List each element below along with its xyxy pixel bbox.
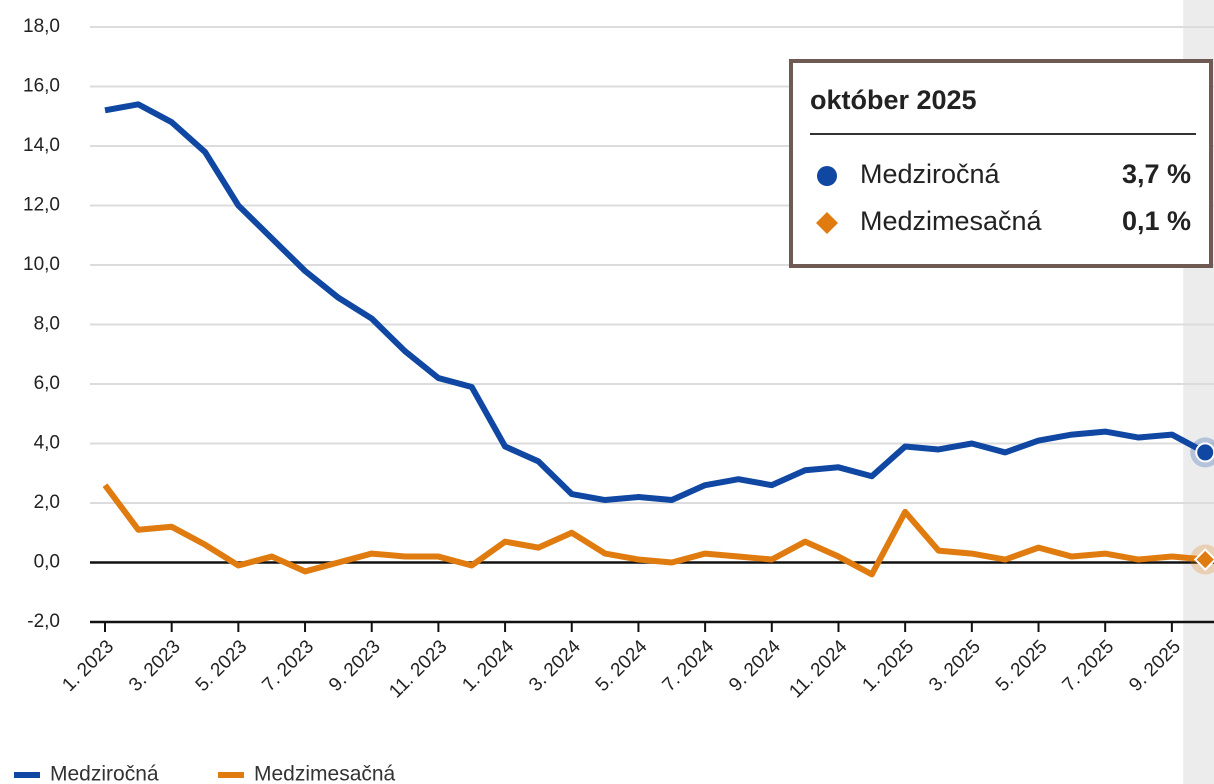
tooltip-series-name: Medzimesačná: [860, 206, 1043, 236]
x-tick-label: 3. 2025: [925, 636, 985, 696]
y-tick-label: 2,0: [34, 492, 60, 513]
legend-label: Medzimesačná: [254, 763, 396, 784]
x-tick-label: 1. 2024: [458, 636, 518, 696]
x-tick-label: 9. 2023: [325, 636, 385, 696]
tooltip-series-name: Medziročná: [860, 159, 1001, 189]
y-tick-label: 8,0: [34, 314, 60, 335]
y-tick-label: -2,0: [27, 611, 60, 632]
x-tick-label: 3. 2024: [525, 636, 585, 696]
series-line: [102, 483, 1206, 578]
hover-marker: [1195, 442, 1214, 463]
series-line: [104, 101, 1207, 504]
tooltip-title: október 2025: [810, 85, 977, 115]
x-tick-label: 1. 2025: [859, 636, 919, 696]
x-tick-label: 11. 2024: [785, 636, 851, 702]
tooltip-value: 0,1 %: [1122, 206, 1191, 236]
tooltip-symbol: [817, 166, 837, 186]
tooltip-box: [789, 59, 1213, 268]
x-tick-label: 7. 2025: [1059, 636, 1119, 696]
tooltip-symbol: [816, 212, 838, 234]
y-tick-label: 16,0: [23, 76, 60, 97]
x-tick-label: 5. 2025: [992, 636, 1052, 696]
x-tick-label: 9. 2025: [1125, 636, 1185, 696]
y-tick-label: 6,0: [34, 373, 60, 394]
legend-label: Medziročná: [50, 763, 159, 784]
x-tick-label: 9. 2024: [725, 636, 785, 696]
hover-marker: [1193, 548, 1214, 571]
tooltip-value: 3,7 %: [1122, 159, 1191, 189]
y-tick-label: 14,0: [23, 135, 60, 156]
x-tick-label: 3. 2023: [125, 636, 185, 696]
x-tick-label: 7. 2024: [659, 636, 719, 696]
x-tick-label: 5. 2023: [192, 636, 252, 696]
y-tick-label: 18,0: [23, 16, 60, 37]
y-tick-label: 4,0: [34, 433, 60, 454]
x-tick-label: 1. 2023: [58, 636, 118, 696]
y-tick-label: 10,0: [23, 254, 60, 275]
x-tick-label: 11. 2023: [385, 636, 451, 702]
y-tick-label: 12,0: [23, 195, 60, 216]
x-tick-label: 5. 2024: [592, 636, 652, 696]
x-tick-label: 7. 2023: [258, 636, 318, 696]
tooltip: október 2025 Medziročná 3,7 % Medzimesačná 0…: [789, 59, 1213, 268]
y-tick-label: 0,0: [34, 552, 60, 573]
